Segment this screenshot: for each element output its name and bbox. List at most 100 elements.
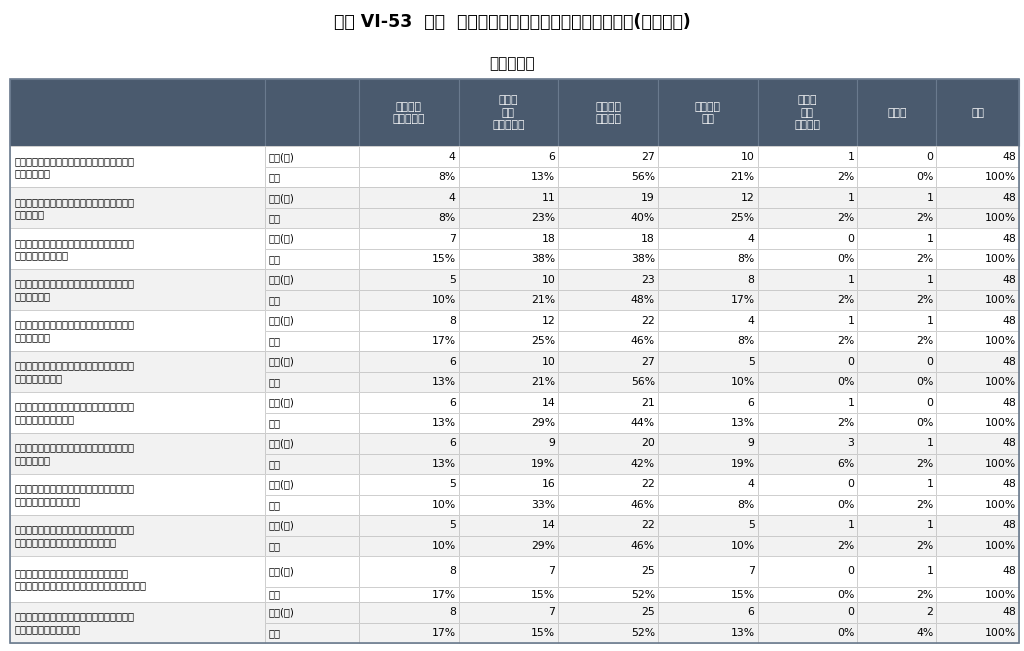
Bar — [265, 623, 359, 643]
Bar — [857, 372, 936, 393]
Bar — [857, 331, 936, 352]
Bar — [658, 311, 758, 331]
Bar — [359, 556, 459, 587]
Bar — [10, 311, 265, 352]
Bar — [758, 290, 857, 311]
Text: 25%: 25% — [531, 336, 555, 346]
Bar — [857, 413, 936, 433]
Bar — [936, 167, 1019, 187]
Bar — [857, 474, 936, 495]
Bar — [558, 495, 658, 515]
Bar — [758, 515, 857, 536]
Text: 5: 5 — [748, 520, 755, 531]
Bar — [936, 290, 1019, 311]
Text: 1: 1 — [847, 275, 854, 284]
Bar — [857, 187, 936, 208]
Text: 割合: 割合 — [268, 500, 281, 510]
Text: その福祉用具の安全性に、どれくらい満足し
ていますか？: その福祉用具の安全性に、どれくらい満足し ていますか？ — [14, 279, 134, 301]
Bar — [857, 249, 936, 270]
Bar — [459, 187, 558, 208]
Bar — [658, 290, 758, 311]
Text: 18: 18 — [542, 234, 555, 243]
Text: 1: 1 — [927, 234, 933, 243]
Text: 48: 48 — [1002, 520, 1016, 531]
Bar — [10, 229, 265, 270]
Bar — [359, 270, 459, 290]
Text: 2%: 2% — [837, 173, 854, 182]
Bar — [558, 270, 658, 290]
Bar — [459, 623, 558, 643]
Bar — [359, 495, 459, 515]
Bar — [558, 623, 658, 643]
Bar — [265, 229, 359, 249]
Text: 100%: 100% — [985, 541, 1016, 551]
Bar — [459, 454, 558, 474]
Text: 6%: 6% — [837, 459, 854, 469]
Bar — [857, 167, 936, 187]
Bar — [936, 536, 1019, 556]
Bar — [658, 249, 758, 270]
Text: 2%: 2% — [916, 590, 933, 600]
Bar — [857, 495, 936, 515]
Bar — [359, 79, 459, 146]
Bar — [758, 536, 857, 556]
Bar — [936, 229, 1019, 249]
Bar — [758, 602, 857, 623]
Bar — [857, 536, 936, 556]
Text: 17%: 17% — [431, 590, 456, 600]
Bar — [265, 413, 359, 433]
Bar — [459, 413, 558, 433]
Text: 48: 48 — [1002, 439, 1016, 449]
Bar — [265, 146, 359, 167]
Text: 割合: 割合 — [268, 336, 281, 346]
Bar — [459, 229, 558, 249]
Text: 48: 48 — [1002, 152, 1016, 161]
Bar — [459, 311, 558, 331]
Bar — [857, 352, 936, 372]
Text: 0%: 0% — [915, 173, 933, 182]
Bar — [359, 208, 459, 229]
Bar — [936, 372, 1019, 393]
Bar — [658, 536, 758, 556]
Text: 8: 8 — [449, 316, 456, 326]
Text: 15%: 15% — [531, 590, 555, 600]
Bar — [658, 331, 758, 352]
Text: 1: 1 — [847, 520, 854, 531]
Bar — [758, 433, 857, 454]
Bar — [658, 474, 758, 495]
Bar — [459, 623, 558, 643]
Bar — [758, 352, 857, 372]
Bar — [265, 146, 359, 167]
Bar — [758, 474, 857, 495]
Bar — [658, 413, 758, 433]
Bar — [758, 495, 857, 515]
Text: その福祉用具の取得手続きと期間に、どれく
らい満足していますか？: その福祉用具の取得手続きと期間に、どれく らい満足していますか？ — [14, 484, 134, 506]
Bar — [758, 623, 857, 643]
Text: 合計: 合計 — [971, 108, 984, 118]
Bar — [758, 587, 857, 602]
Bar — [658, 495, 758, 515]
Bar — [658, 372, 758, 393]
Text: 46%: 46% — [631, 336, 655, 346]
Bar — [459, 602, 558, 623]
Text: 10%: 10% — [431, 541, 456, 551]
Text: 100%: 100% — [985, 459, 1016, 469]
Text: 0%: 0% — [837, 590, 854, 600]
Text: 22: 22 — [641, 316, 655, 326]
Bar — [857, 208, 936, 229]
Bar — [359, 393, 459, 413]
Bar — [359, 249, 459, 270]
Text: 8: 8 — [449, 566, 456, 577]
Text: 23%: 23% — [531, 213, 555, 223]
Text: 100%: 100% — [985, 173, 1016, 182]
Bar — [359, 249, 459, 270]
Bar — [265, 208, 359, 229]
Text: 6: 6 — [748, 607, 755, 617]
Bar — [658, 556, 758, 587]
Bar — [558, 79, 658, 146]
Bar — [359, 433, 459, 454]
Bar — [359, 587, 459, 602]
Text: 29%: 29% — [531, 418, 555, 428]
Bar — [265, 536, 359, 556]
Bar — [265, 311, 359, 331]
